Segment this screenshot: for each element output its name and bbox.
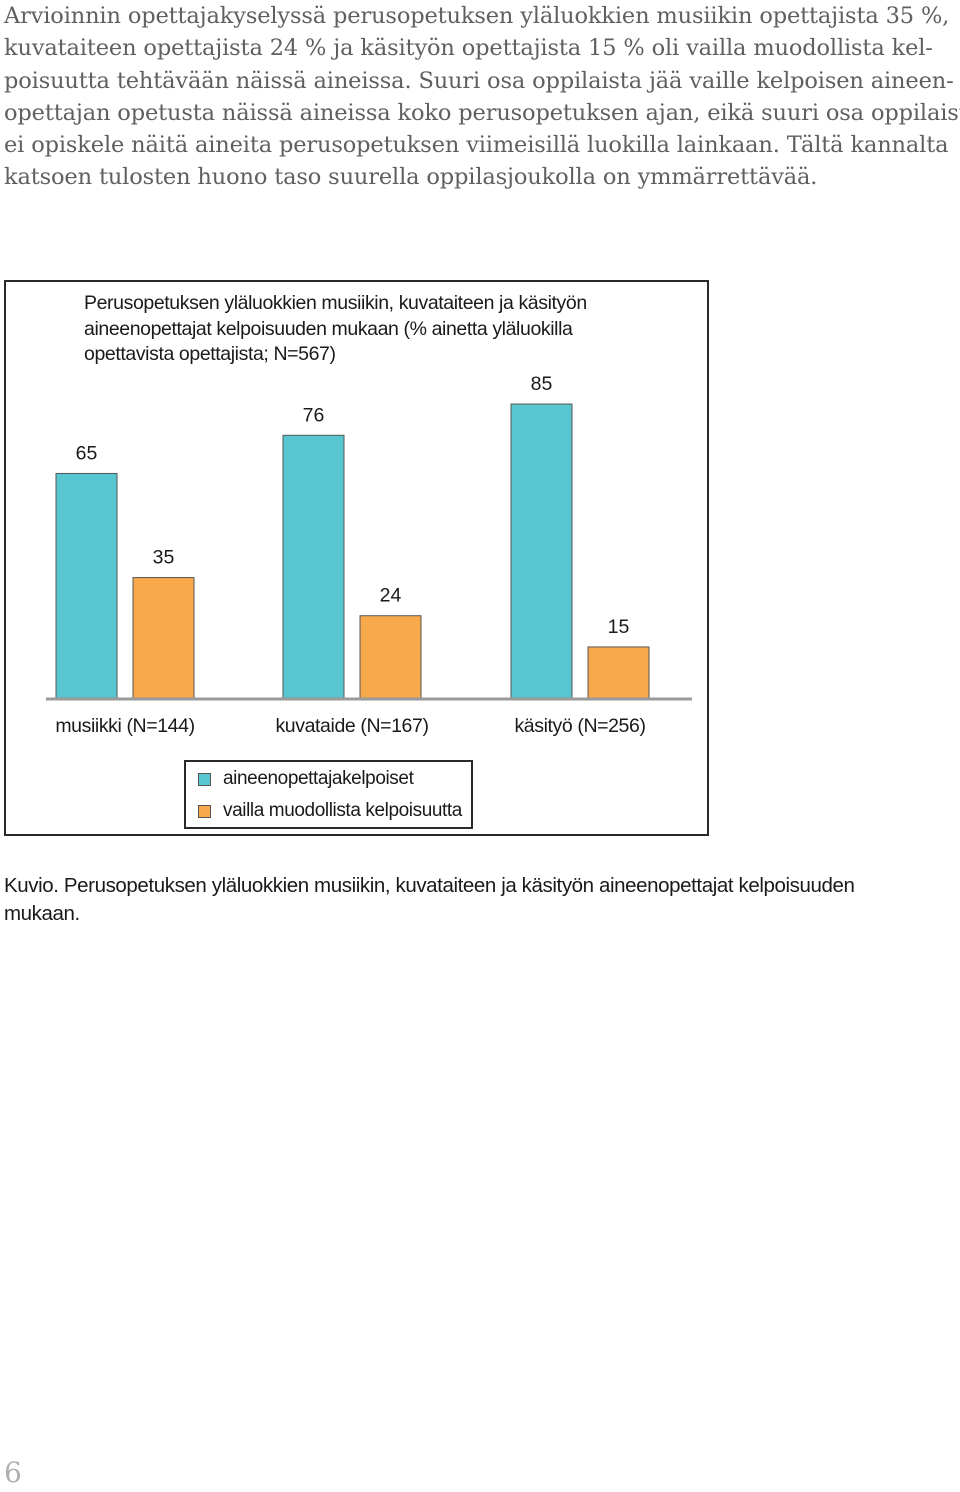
category-label: kuvataide (N=167)	[275, 715, 428, 737]
bar-chart: 65 35 musiikki (N=144) 76 24 kuvataide (N=167…	[46, 373, 692, 737]
body-line: Arvioinnin opettajakyselyssä perusopetuk…	[4, 3, 950, 29]
bar-unqualified	[132, 577, 195, 700]
bar-qualified	[510, 403, 573, 700]
data-label: 76	[303, 404, 325, 426]
body-line: kuvataiteen opettajista 24 % ja käsityön…	[4, 35, 933, 62]
legend-label: vailla muodollista kelpoisuutta	[223, 800, 462, 821]
bar-qualified	[55, 472, 118, 700]
caption-line: mukaan.	[4, 901, 80, 925]
chart-title: Perusopetuksen yläluokkien musiikin, kuv…	[84, 291, 704, 368]
legend-label: aineenopettajakelpoiset	[223, 768, 414, 789]
figure-caption: Kuvio. Perusopetuksen yläluokkien musiik…	[4, 872, 904, 927]
bar-unqualified	[587, 646, 650, 700]
data-label: 24	[380, 585, 402, 607]
chart-legend: aineenopettajakelpoiset vailla muodollis…	[184, 760, 473, 829]
body-paragraph: Arvioinnin opettajakyselyssä perusopetuk…	[4, 0, 960, 194]
legend-item-unqualified: vailla muodollista kelpoisuutta	[198, 799, 462, 823]
legend-item-qualified: aineenopettajakelpoiset	[198, 767, 414, 791]
body-line: poisuutta tehtävään näissä aineissa. Suu…	[4, 67, 954, 94]
data-label: 15	[608, 616, 630, 638]
category-label: käsityö (N=256)	[514, 715, 645, 737]
bar-unqualified	[359, 615, 422, 700]
data-label: 35	[153, 547, 175, 569]
body-line: katsoen tulosten huono taso suurella opp…	[4, 164, 818, 191]
category-label: musiikki (N=144)	[55, 715, 194, 737]
page-number: 6	[4, 1456, 22, 1489]
chart-title-line: aineenopettajat kelpoisuuden mukaan (% a…	[84, 317, 573, 340]
body-line: opettajan opetusta näissä aineissa koko …	[4, 99, 960, 126]
body-line: ei opiskele näitä aineita perusopetuksen…	[4, 132, 949, 159]
chart-frame: Perusopetuksen yläluokkien musiikin, kuv…	[4, 280, 709, 836]
data-label: 85	[531, 373, 553, 395]
chart-title-line: opettavista opettajista; N=567)	[84, 343, 336, 365]
legend-swatch-unqualified	[198, 804, 211, 818]
bar-qualified	[282, 434, 345, 700]
caption-line: Kuvio. Perusopetuksen yläluokkien musiik…	[4, 874, 855, 897]
legend-swatch-qualified	[198, 772, 211, 786]
chart-title-line: Perusopetuksen yläluokkien musiikin, kuv…	[84, 292, 587, 314]
data-label: 65	[76, 442, 98, 464]
